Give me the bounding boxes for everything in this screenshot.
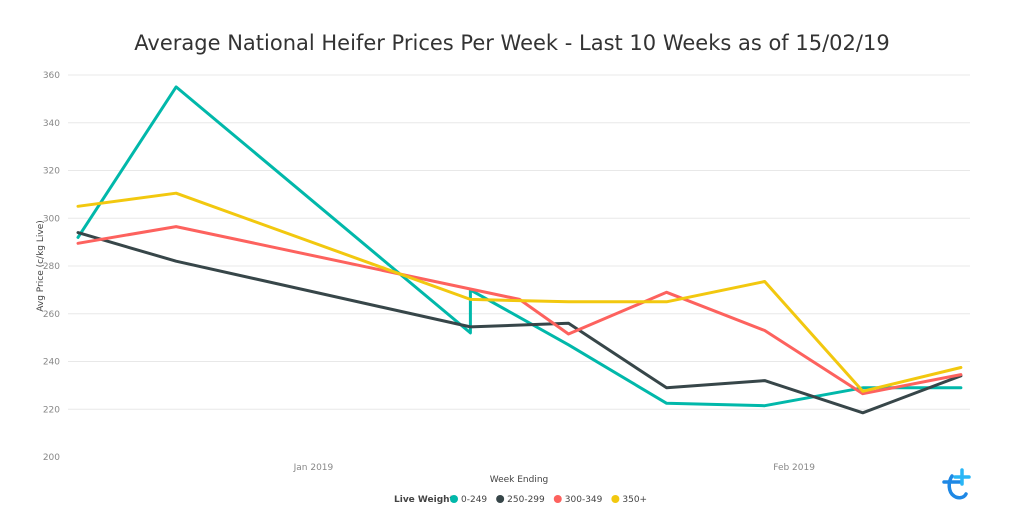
y-tick-label: 300 — [43, 214, 60, 224]
series-line-0-249 — [76, 85, 963, 408]
legend-marker-0-249 — [450, 495, 458, 503]
legend-label-300-349: 300-349 — [565, 495, 603, 505]
y-tick-label: 200 — [43, 453, 60, 463]
legend-label-250-299: 250-299 — [507, 495, 545, 505]
series-line-250-299 — [76, 231, 963, 415]
y-tick-label: 240 — [43, 358, 60, 368]
legend-label-350+: 350+ — [622, 495, 647, 505]
legend: Live Weight 0-249 250-299 300-349 350+ — [394, 495, 647, 505]
x-axis-ticks: Jan 2019 Feb 2019 — [293, 463, 816, 473]
legend-label-0-249: 0-249 — [461, 495, 487, 505]
legend-marker-250-299 — [496, 495, 505, 503]
y-tick-label: 220 — [43, 405, 60, 415]
series-line-350+ — [76, 191, 963, 393]
x-tick-label: Feb 2019 — [773, 463, 815, 473]
series-lines — [76, 85, 963, 415]
y-tick-label: 340 — [43, 119, 60, 129]
y-tick-label: 320 — [43, 167, 60, 177]
legend-title: Live Weight — [394, 495, 455, 505]
legend-marker-300-349 — [553, 495, 562, 503]
y-tick-label: 280 — [43, 262, 60, 272]
legend-marker-350+ — [611, 495, 620, 503]
y-tick-label: 260 — [43, 310, 60, 320]
brand-logo-icon — [942, 468, 971, 500]
x-tick-label: Jan 2019 — [293, 463, 334, 473]
y-axis-ticks: 200 220 240 260 280 300 320 340 360 — [43, 71, 60, 463]
chart-title: Average National Heifer Prices Per Week … — [134, 31, 889, 55]
x-axis-title: Week Ending — [490, 475, 549, 485]
y-axis-title: Avg Price (c/kg Live) — [36, 220, 46, 312]
y-tick-label: 360 — [43, 71, 60, 81]
series-line-300-349 — [76, 225, 963, 396]
